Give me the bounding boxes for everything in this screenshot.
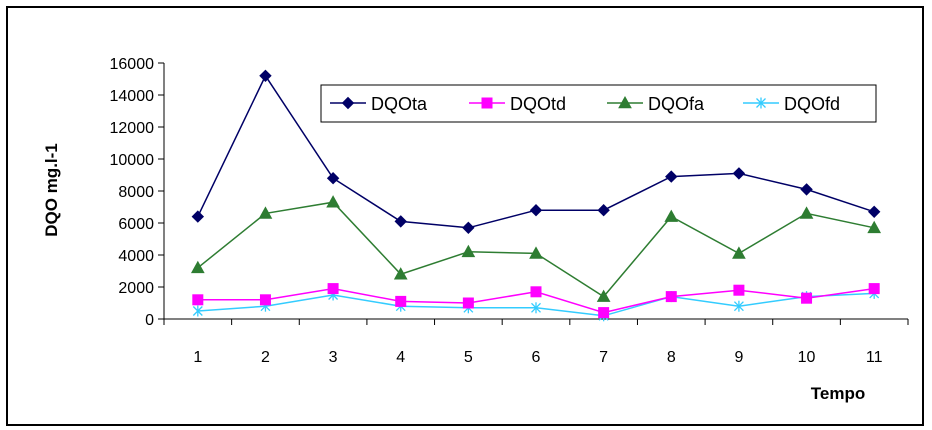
y-tick-label: 10000 bbox=[110, 152, 155, 169]
x-tick-label: 1 bbox=[193, 349, 202, 366]
data-point-dqotd bbox=[396, 296, 406, 306]
data-point-dqotd bbox=[260, 295, 270, 305]
data-point-dqota bbox=[395, 216, 406, 227]
data-point-dqota bbox=[531, 205, 542, 216]
data-point-dqota bbox=[260, 70, 271, 81]
data-point-dqofa bbox=[665, 211, 677, 222]
y-tick-label: 4000 bbox=[118, 248, 154, 265]
y-tick-label: 16000 bbox=[110, 56, 155, 73]
x-tick-label: 4 bbox=[396, 349, 405, 366]
data-point-dqota bbox=[801, 184, 812, 195]
y-tick-label: 12000 bbox=[110, 120, 155, 137]
data-point-dqotd bbox=[802, 293, 812, 303]
data-point-dqota bbox=[869, 206, 880, 217]
data-point-dqota bbox=[733, 168, 744, 179]
legend-marker bbox=[482, 98, 492, 108]
data-point-dqota bbox=[598, 205, 609, 216]
x-tick-label: 9 bbox=[734, 349, 743, 366]
data-point-dqotd bbox=[666, 292, 676, 302]
x-tick-label: 10 bbox=[798, 349, 816, 366]
data-point-dqotd bbox=[531, 287, 541, 297]
x-tick-label: 2 bbox=[261, 349, 270, 366]
y-tick-label: 6000 bbox=[118, 216, 154, 233]
legend-label: DQOta bbox=[371, 94, 428, 114]
data-point-dqotd bbox=[328, 284, 338, 294]
x-tick-label: 5 bbox=[464, 349, 473, 366]
data-point-dqofa bbox=[733, 247, 745, 258]
data-point-dqofa bbox=[192, 262, 204, 273]
data-point-dqotd bbox=[193, 295, 203, 305]
data-point-dqota bbox=[328, 173, 339, 184]
x-tick-label: 11 bbox=[866, 349, 883, 366]
legend-label: DQOtd bbox=[510, 94, 566, 114]
x-axis: 1 2 3 4 5 6 7 8 9 10 11 bbox=[164, 319, 908, 366]
y-tick-label: 0 bbox=[145, 312, 154, 329]
data-point-dqota bbox=[666, 171, 677, 182]
x-tick-label: 6 bbox=[532, 349, 541, 366]
y-tick-label: 8000 bbox=[118, 184, 154, 201]
legend-label: DQOfd bbox=[784, 94, 840, 114]
data-point-dqofa bbox=[327, 196, 339, 207]
x-tick-label: 7 bbox=[599, 349, 608, 366]
data-point-dqotd bbox=[734, 285, 744, 295]
y-tick-label: 2000 bbox=[118, 280, 154, 297]
data-point-dqota bbox=[463, 222, 474, 233]
x-tick-label: 8 bbox=[667, 349, 676, 366]
x-axis-title: Tempo bbox=[811, 384, 865, 403]
y-tick-label: 14000 bbox=[110, 88, 155, 105]
data-point-dqofa bbox=[801, 207, 813, 218]
x-tick-label: 3 bbox=[329, 349, 338, 366]
y-axis: 0 2000 4000 6000 8000 10000 12000 14000 16000 bbox=[110, 56, 165, 329]
data-point-dqotd bbox=[599, 308, 609, 318]
y-axis-title: DQO mg.l-1 bbox=[42, 143, 61, 237]
data-point-dqotd bbox=[463, 298, 473, 308]
data-point-dqota bbox=[192, 211, 203, 222]
legend-label: DQOfa bbox=[648, 94, 705, 114]
legend: DQOta DQOtd DQOfa DQOfd bbox=[321, 85, 876, 122]
data-point-dqotd bbox=[869, 284, 879, 294]
